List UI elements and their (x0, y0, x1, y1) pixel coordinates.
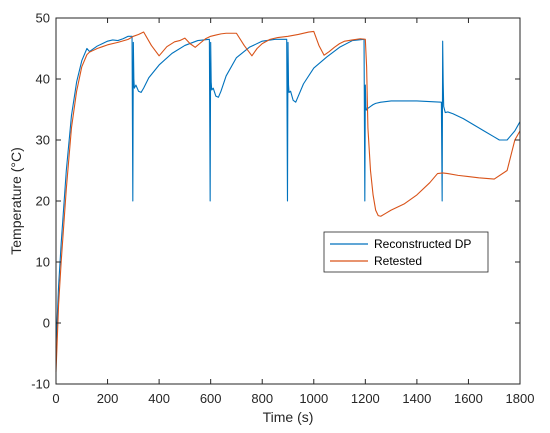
x-tick-label: 1000 (299, 391, 328, 406)
x-tick-label: 200 (97, 391, 119, 406)
legend-label-retested: Retested (374, 254, 422, 268)
x-tick-label: 1400 (402, 391, 431, 406)
y-tick-label: -10 (31, 377, 50, 392)
x-tick-label: 1800 (506, 391, 535, 406)
x-tick-label: 1600 (454, 391, 483, 406)
y-tick-label: 0 (43, 316, 50, 331)
y-tick-label: 20 (36, 194, 50, 209)
series-layer (55, 30, 521, 372)
x-tick-label: 600 (200, 391, 222, 406)
y-axis-label: Temperature (°C) (8, 147, 24, 255)
series-line-reconstructed-dp (55, 35, 521, 348)
y-tick-label: 30 (36, 133, 50, 148)
x-tick-label: 800 (251, 391, 273, 406)
x-tick-label: 400 (148, 391, 170, 406)
series-line-retested (55, 30, 521, 372)
x-tick-label: 0 (52, 391, 59, 406)
y-tick-label: 50 (36, 11, 50, 26)
legend-label-reconstructed-dp: Reconstructed DP (374, 237, 471, 251)
x-axis-label: Time (s) (263, 409, 314, 425)
y-tick-label: 40 (36, 72, 50, 87)
y-tick-label: 10 (36, 255, 50, 270)
legend: Reconstructed DP Retested (323, 231, 489, 273)
y-axis: -10 0 10 20 30 40 50 (31, 11, 520, 392)
legend-box (323, 231, 489, 273)
x-axis: 0 200 400 600 800 1000 1200 1400 1600 1800 (52, 18, 534, 406)
x-tick-label: 1200 (351, 391, 380, 406)
